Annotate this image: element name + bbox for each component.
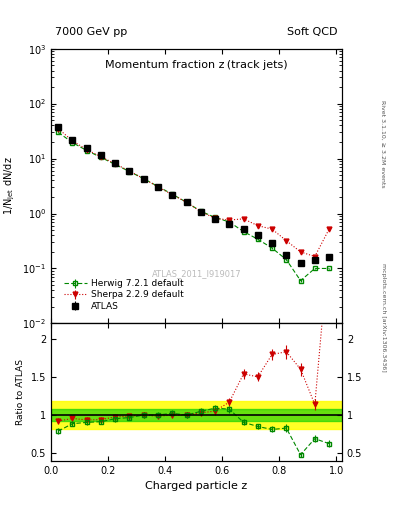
Bar	[51, 409, 342, 421]
Text: Soft QCD: Soft QCD	[288, 27, 338, 37]
Bar	[51, 401, 342, 429]
Text: Rivet 3.1.10, ≥ 3.2M events: Rivet 3.1.10, ≥ 3.2M events	[381, 99, 386, 187]
Legend: Herwig 7.2.1 default, Sherpa 2.2.9 default, ATLAS: Herwig 7.2.1 default, Sherpa 2.2.9 defau…	[61, 276, 187, 313]
Text: ATLAS_2011_I919017: ATLAS_2011_I919017	[152, 269, 241, 279]
Text: Momentum fraction z (track jets): Momentum fraction z (track jets)	[105, 59, 288, 70]
Text: mcplots.cern.ch [arXiv:1306.3436]: mcplots.cern.ch [arXiv:1306.3436]	[381, 263, 386, 372]
Y-axis label: Ratio to ATLAS: Ratio to ATLAS	[16, 359, 25, 425]
Y-axis label: 1/N$_\mathregular{jet}$ dN/dz: 1/N$_\mathregular{jet}$ dN/dz	[2, 157, 17, 216]
Text: 7000 GeV pp: 7000 GeV pp	[55, 27, 127, 37]
X-axis label: Charged particle z: Charged particle z	[145, 481, 248, 491]
